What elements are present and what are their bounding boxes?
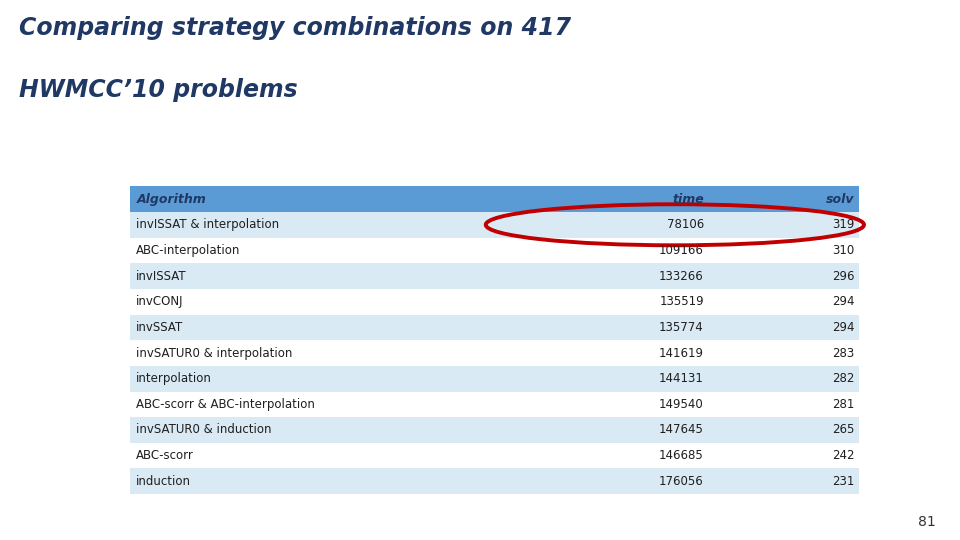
- Text: 296: 296: [832, 269, 854, 282]
- Text: ABC-scorr: ABC-scorr: [136, 449, 194, 462]
- Bar: [130, 443, 859, 468]
- Text: invSSAT: invSSAT: [136, 321, 183, 334]
- Text: 319: 319: [832, 218, 854, 231]
- Text: 147645: 147645: [659, 423, 704, 436]
- Text: 78106: 78106: [666, 218, 704, 231]
- Bar: [130, 417, 859, 443]
- Bar: [130, 238, 859, 263]
- Text: Algorithm: Algorithm: [136, 193, 206, 206]
- Text: 283: 283: [832, 347, 854, 360]
- Text: interpolation: interpolation: [136, 372, 212, 385]
- Text: 144131: 144131: [659, 372, 704, 385]
- Text: invSATUR0 & interpolation: invSATUR0 & interpolation: [136, 347, 293, 360]
- Text: 81: 81: [919, 515, 936, 529]
- Bar: [130, 468, 859, 494]
- Text: 294: 294: [832, 321, 854, 334]
- Bar: [130, 289, 859, 314]
- Text: invCONJ: invCONJ: [136, 295, 183, 308]
- Text: 176056: 176056: [660, 475, 704, 488]
- Text: induction: induction: [136, 475, 191, 488]
- Bar: [130, 263, 859, 289]
- Bar: [130, 340, 859, 366]
- Text: ABC-scorr & ABC-interpolation: ABC-scorr & ABC-interpolation: [136, 398, 315, 411]
- Text: 282: 282: [832, 372, 854, 385]
- Text: 109166: 109166: [659, 244, 704, 257]
- Text: 281: 281: [832, 398, 854, 411]
- Text: 242: 242: [832, 449, 854, 462]
- Text: ABC-interpolation: ABC-interpolation: [136, 244, 241, 257]
- Text: invISSAT & interpolation: invISSAT & interpolation: [136, 218, 279, 231]
- Text: invISSAT: invISSAT: [136, 269, 187, 282]
- Text: 135774: 135774: [660, 321, 704, 334]
- Text: Comparing strategy combinations on 417: Comparing strategy combinations on 417: [19, 16, 571, 40]
- Text: HWMCC’10 problems: HWMCC’10 problems: [19, 78, 298, 102]
- Text: 231: 231: [832, 475, 854, 488]
- Text: invSATUR0 & induction: invSATUR0 & induction: [136, 423, 272, 436]
- Text: 310: 310: [832, 244, 854, 257]
- Text: 149540: 149540: [660, 398, 704, 411]
- Text: 294: 294: [832, 295, 854, 308]
- Text: 135519: 135519: [660, 295, 704, 308]
- Text: 265: 265: [832, 423, 854, 436]
- Text: time: time: [672, 193, 704, 206]
- Bar: [130, 366, 859, 391]
- Text: 146685: 146685: [660, 449, 704, 462]
- Text: 141619: 141619: [659, 347, 704, 360]
- Text: solv: solv: [826, 193, 854, 206]
- Bar: [130, 392, 859, 417]
- Text: 133266: 133266: [660, 269, 704, 282]
- Bar: [130, 212, 859, 238]
- Bar: [130, 186, 859, 212]
- Bar: [130, 314, 859, 340]
